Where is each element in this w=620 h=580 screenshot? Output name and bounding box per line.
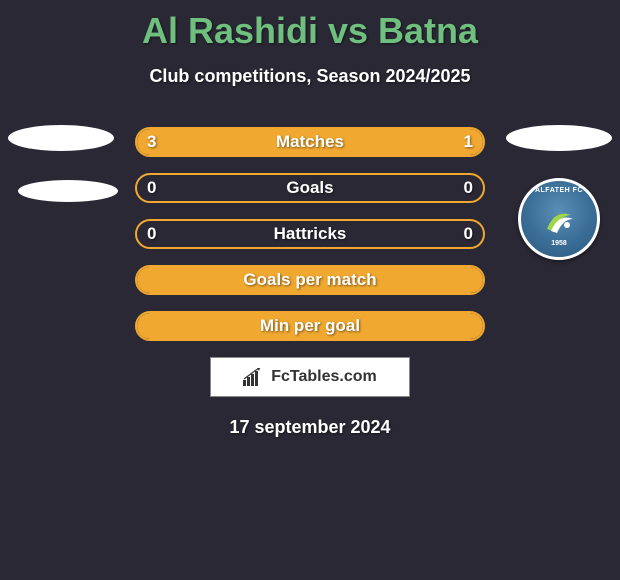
stat-row: 31Matches [0,127,620,157]
stat-row: Min per goal [0,311,620,341]
stat-label: Goals [137,178,483,198]
bar-chart-icon [243,368,265,386]
stat-label: Matches [137,132,483,152]
stat-label: Goals per match [137,270,483,290]
comparison-infographic: Al Rashidi vs Batna Club competitions, S… [0,0,620,446]
stat-bar-track: 00Goals [135,173,485,203]
brand-text: FcTables.com [271,368,377,386]
stat-bar-track: Goals per match [135,265,485,295]
stat-label: Hattricks [137,224,483,244]
subtitle: Club competitions, Season 2024/2025 [0,66,620,87]
page-title: Al Rashidi vs Batna [0,10,620,52]
date-label: 17 september 2024 [0,417,620,438]
stat-bar-track: 00Hattricks [135,219,485,249]
stat-bar-track: Min per goal [135,311,485,341]
stat-row: 00Hattricks [0,219,620,249]
brand-box: FcTables.com [210,357,410,397]
stat-row: Goals per match [0,265,620,295]
stat-label: Min per goal [137,316,483,336]
stat-bar-track: 31Matches [135,127,485,157]
stat-row: 00Goals [0,173,620,203]
stats-section: 31Matches 00Goals 00Hattricks Goals per mat… [0,127,620,341]
